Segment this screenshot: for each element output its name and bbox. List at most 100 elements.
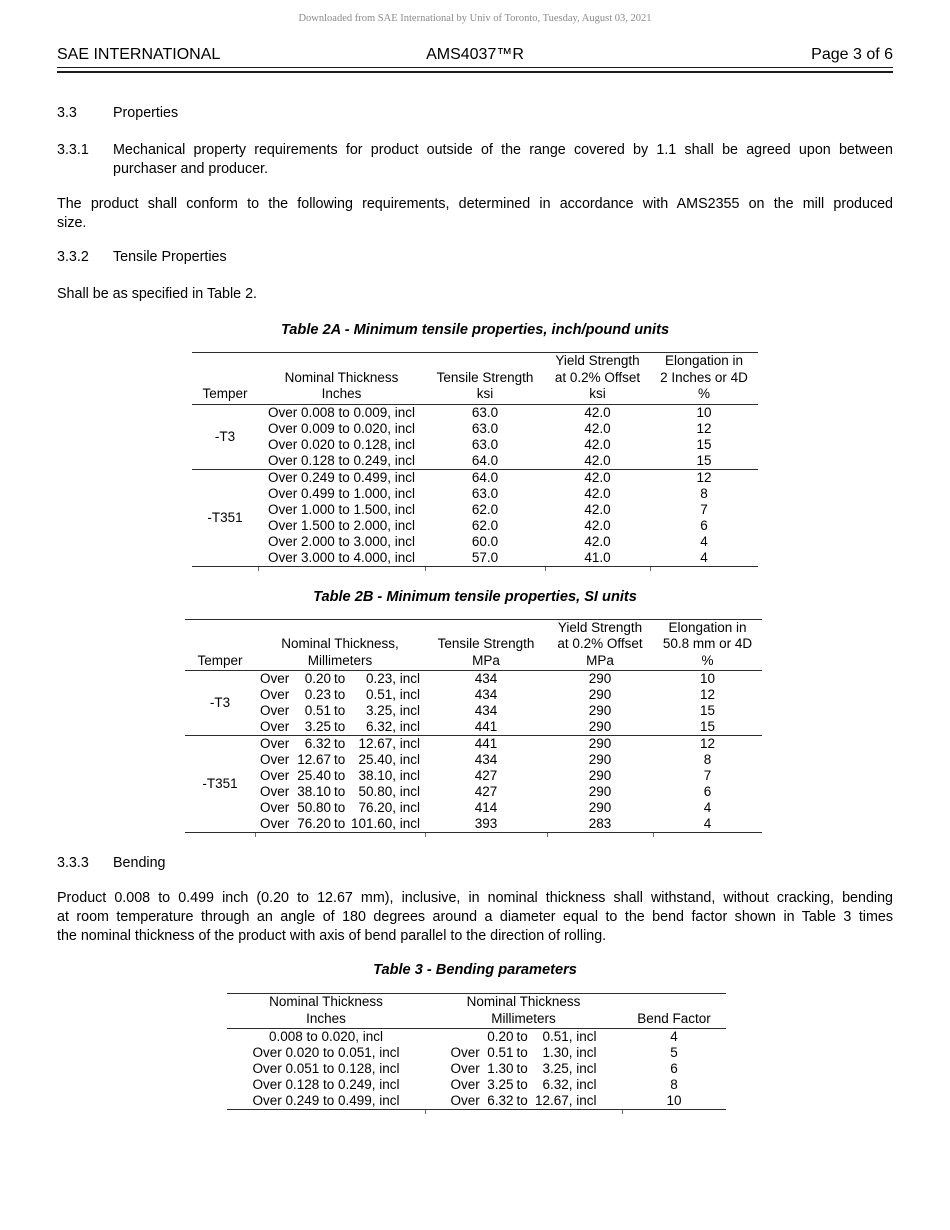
yield-cell: 290 bbox=[588, 752, 612, 767]
yield-cell: 290 bbox=[588, 800, 612, 815]
range-prefix: Over bbox=[259, 800, 290, 815]
range-to-word: to bbox=[333, 800, 346, 815]
thickness-cell: Over 2.000 to 3.000, incl bbox=[267, 533, 416, 549]
header-label: Elongation in bbox=[664, 353, 744, 368]
range-to-word: to bbox=[333, 784, 346, 799]
tensile-cell: 62.0 bbox=[471, 517, 499, 533]
mm-cell: Over 6.32 to 12.67, incl bbox=[425, 1093, 622, 1110]
temper-cell: -T3 bbox=[192, 404, 258, 470]
column-tick bbox=[652, 832, 762, 837]
thickness-cell: Over 50.80 to 76.20, incl bbox=[255, 800, 425, 816]
tensile-cell: 434 bbox=[474, 687, 498, 702]
range-to-word: to bbox=[516, 1029, 528, 1044]
header-rule bbox=[57, 71, 893, 73]
tick-cell bbox=[192, 566, 258, 571]
range-prefix: Over bbox=[259, 687, 290, 702]
temper-cell: -T3 bbox=[185, 670, 255, 736]
thickness-cell: Over 12.67 to 25.40, incl bbox=[255, 752, 425, 768]
table-2a: Temper Nominal Thickness Inches Tensile S… bbox=[192, 352, 758, 571]
elongation-cell: 6 bbox=[700, 517, 708, 533]
range-prefix: Over bbox=[450, 1077, 480, 1092]
range-to-word: to bbox=[516, 1045, 528, 1060]
range-from: 6.32 bbox=[304, 736, 331, 751]
paragraph-line: The product shall conform to the followi… bbox=[57, 196, 893, 212]
header-label: Tensile Strength bbox=[436, 369, 534, 385]
tensile-cell: 63.0 bbox=[471, 420, 499, 436]
yield-cell: 42.0 bbox=[584, 533, 611, 549]
table-row: Over 50.80 to 76.20, incl 414 290 4 bbox=[185, 800, 762, 816]
watermark-text: Downloaded from SAE International by Uni… bbox=[298, 13, 652, 24]
range-to: 12.67 bbox=[534, 1093, 569, 1108]
inches-cell: 0.008 to 0.020, incl bbox=[268, 1029, 384, 1044]
header-label: Temper bbox=[202, 386, 248, 401]
range-to-word: to bbox=[516, 1077, 528, 1092]
table-row: Over 1.000 to 1.500, incl 62.0 42.0 7 bbox=[192, 502, 758, 518]
column-tick bbox=[546, 832, 653, 837]
elongation-cell: 15 bbox=[699, 703, 716, 718]
tensile-cell: 64.0 bbox=[471, 469, 499, 485]
header-label: Temper bbox=[197, 652, 243, 668]
range-to: 38.10 bbox=[358, 768, 393, 783]
range-from: 25.40 bbox=[297, 768, 331, 783]
range-to-word: to bbox=[333, 736, 346, 751]
range-prefix: Over bbox=[259, 752, 290, 767]
yield-cell: 290 bbox=[588, 768, 612, 783]
range-suffix: , incl bbox=[392, 687, 421, 702]
thickness-cell: Over 0.51 to 3.25, incl bbox=[255, 703, 425, 719]
range-to: 1.30 bbox=[542, 1045, 569, 1060]
tensile-cell: 427 bbox=[474, 768, 498, 783]
header-label: at 0.2% Offset bbox=[557, 636, 643, 651]
range-prefix: Over bbox=[259, 671, 290, 686]
table-row: Over 3.000 to 4.000, incl 57.0 41.0 4 bbox=[192, 549, 758, 567]
tensile-cell: 441 bbox=[474, 736, 498, 751]
thickness-cell: Over 3.25 to 6.32, incl bbox=[255, 719, 425, 736]
table-row: -T3 Over 0.008 to 0.009, incl 63.0 42.0 … bbox=[192, 404, 758, 470]
table-row: Over 1.500 to 2.000, incl 62.0 42.0 6 bbox=[192, 518, 758, 534]
elongation-cell: 15 bbox=[650, 452, 758, 470]
bend-factor-cell: 6 bbox=[670, 1061, 678, 1076]
column-tick bbox=[544, 566, 650, 571]
thickness-cell: Over 0.020 to 0.128, incl bbox=[267, 436, 416, 452]
range-to: 25.40 bbox=[358, 752, 393, 767]
bend-factor-cell: 4 bbox=[670, 1029, 678, 1044]
paragraph-line: Mechanical property requirements for pro… bbox=[113, 142, 893, 158]
header-thickness: Nominal Thickness Inches bbox=[258, 352, 425, 405]
header-temper: Temper bbox=[192, 352, 258, 405]
header-label: % bbox=[697, 386, 710, 401]
paragraph-line: size. bbox=[57, 215, 87, 231]
mm-cell: Over 3.25 to 6.32, incl bbox=[425, 1077, 622, 1093]
column-tick-row bbox=[192, 566, 758, 571]
column-tick bbox=[424, 566, 545, 571]
mm-cell: Over 1.30 to 3.25, incl bbox=[425, 1061, 622, 1077]
header-org: SAE INTERNATIONAL bbox=[57, 46, 221, 63]
table-row: Over 76.20 to 101.60, incl 393 283 4 bbox=[185, 816, 762, 833]
column-tick bbox=[649, 566, 758, 571]
range-to-word: to bbox=[516, 1093, 528, 1108]
range-from: 3.25 bbox=[304, 719, 331, 734]
elongation-cell: 4 bbox=[700, 533, 708, 549]
yield-cell: 290 bbox=[588, 687, 612, 702]
yield-cell: 290 bbox=[588, 703, 612, 718]
paragraph-bending: Product 0.008 to 0.499 inch (0.20 to 12.… bbox=[57, 889, 893, 946]
yield-cell: 42.0 bbox=[584, 501, 611, 517]
thickness-cell: Over 38.10 to 50.80, incl bbox=[255, 784, 425, 800]
range-from: 38.10 bbox=[297, 784, 331, 799]
range-to-word: to bbox=[333, 671, 346, 686]
table-2a-title: Table 2A - Minimum tensile properties, i… bbox=[280, 322, 670, 338]
range-suffix: , incl bbox=[392, 752, 421, 767]
yield-cell: 42.0 bbox=[584, 469, 611, 485]
range-prefix: Over bbox=[259, 703, 290, 718]
tick-cell bbox=[185, 833, 255, 838]
thickness-cell: Over 0.20 to 0.23, incl bbox=[255, 671, 425, 688]
column-tick bbox=[621, 1109, 726, 1114]
paragraph-line: Product 0.008 to 0.499 inch (0.20 to 12.… bbox=[57, 890, 893, 906]
column-tick-row bbox=[185, 832, 762, 838]
range-suffix: , incl bbox=[392, 671, 421, 686]
range-to: 12.67 bbox=[358, 736, 393, 751]
range-from: 12.67 bbox=[297, 752, 331, 767]
thickness-cell: Over 76.20 to 101.60, incl bbox=[255, 816, 425, 833]
range-suffix: , incl bbox=[568, 1061, 597, 1076]
tensile-cell: 64.0 bbox=[425, 452, 545, 470]
header-label: Nominal Thickness bbox=[269, 994, 383, 1009]
